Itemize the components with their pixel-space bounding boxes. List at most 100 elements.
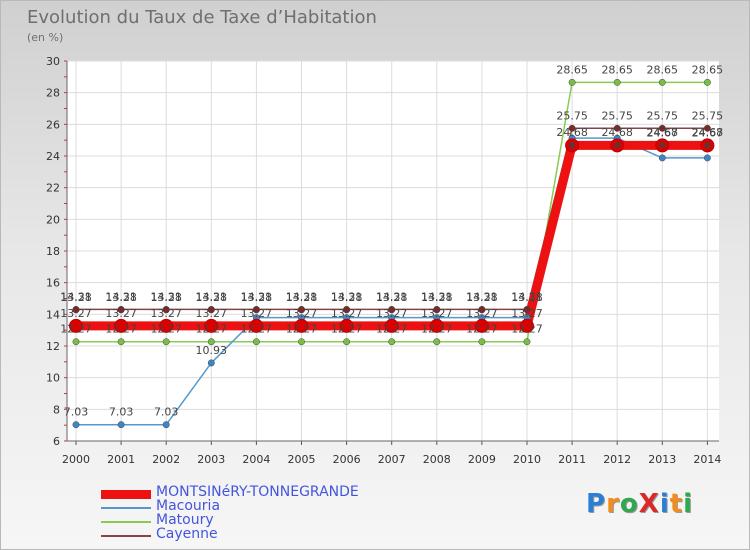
data-point bbox=[207, 338, 215, 346]
data-point bbox=[117, 306, 125, 314]
data-label: 12.27 bbox=[196, 323, 228, 336]
data-label: 13.28 bbox=[196, 291, 228, 304]
legend-item: Matoury bbox=[101, 512, 421, 528]
logo-letter: r bbox=[606, 489, 620, 519]
legend-swatch bbox=[101, 521, 151, 523]
x-tick-label: 2005 bbox=[288, 453, 316, 466]
data-label: 13.28 bbox=[421, 291, 453, 304]
legend-label: Matoury bbox=[156, 512, 214, 528]
data-label: 7.03 bbox=[154, 406, 179, 419]
data-label: 28.65 bbox=[647, 63, 679, 76]
data-point bbox=[658, 78, 666, 86]
data-label: 13.27 bbox=[150, 307, 182, 320]
data-label: 13.28 bbox=[376, 291, 408, 304]
x-tick-label: 2008 bbox=[423, 453, 451, 466]
x-tick-label: 2000 bbox=[62, 453, 90, 466]
data-point bbox=[207, 359, 215, 367]
y-tick-label: 28 bbox=[46, 87, 60, 100]
data-label: 12.27 bbox=[421, 323, 453, 336]
proxiti-logo: ProXiti bbox=[586, 489, 693, 519]
data-point bbox=[568, 124, 576, 132]
legend-label: Cayenne bbox=[156, 526, 218, 542]
legend-item: MONTSINéRY-TONNEGRANDE bbox=[101, 484, 421, 500]
data-point bbox=[613, 141, 621, 149]
data-point bbox=[298, 338, 305, 346]
data-point bbox=[433, 306, 441, 314]
data-point bbox=[298, 306, 305, 314]
y-tick-label: 30 bbox=[46, 55, 60, 68]
x-tick-label: 2006 bbox=[333, 453, 361, 466]
legend-item: Macouria bbox=[101, 498, 421, 514]
data-label: 13.28 bbox=[511, 291, 543, 304]
legend-label: MONTSINéRY-TONNEGRANDE bbox=[156, 484, 359, 500]
x-tick-label: 2003 bbox=[197, 453, 225, 466]
data-point bbox=[249, 318, 264, 333]
data-point bbox=[474, 318, 489, 333]
logo-letter: i bbox=[683, 489, 694, 519]
data-point bbox=[703, 141, 711, 149]
data-point bbox=[343, 306, 351, 314]
x-tick-label: 2012 bbox=[603, 453, 631, 466]
data-point bbox=[343, 338, 351, 346]
data-label: 13.27 bbox=[376, 307, 408, 320]
data-point bbox=[72, 306, 80, 314]
data-label: 24.68 bbox=[601, 126, 633, 139]
data-point bbox=[252, 306, 260, 314]
legend-swatch bbox=[101, 507, 151, 509]
data-point bbox=[117, 421, 125, 429]
y-tick-label: 12 bbox=[46, 340, 60, 353]
logo-letter: o bbox=[619, 489, 639, 519]
data-label: 14.31 bbox=[60, 290, 92, 303]
data-point bbox=[703, 154, 711, 162]
data-point bbox=[523, 338, 531, 346]
data-point bbox=[429, 318, 444, 333]
data-label: 25.75 bbox=[556, 109, 588, 122]
data-label: 24.68 bbox=[556, 126, 588, 139]
data-point bbox=[159, 318, 174, 333]
data-point bbox=[384, 318, 399, 333]
x-tick-label: 2010 bbox=[513, 453, 541, 466]
data-label: 28.65 bbox=[556, 63, 588, 76]
data-label: 14.31 bbox=[466, 290, 498, 303]
y-tick-label: 16 bbox=[46, 277, 60, 290]
data-point bbox=[114, 318, 129, 333]
data-label: 12.27 bbox=[511, 323, 543, 336]
data-label: 13.27 bbox=[196, 307, 228, 320]
x-tick-label: 2004 bbox=[242, 453, 270, 466]
data-point bbox=[658, 154, 666, 162]
data-label: 13.27 bbox=[60, 307, 92, 320]
data-point bbox=[117, 338, 125, 346]
data-label: 25.75 bbox=[647, 109, 679, 122]
data-point bbox=[162, 338, 170, 346]
data-label: 13.27 bbox=[241, 307, 273, 320]
x-tick-label: 2014 bbox=[693, 453, 721, 466]
data-point bbox=[658, 124, 666, 132]
x-tick-label: 2002 bbox=[152, 453, 180, 466]
chart-title: Evolution du Taux de Taxe d’Habitation bbox=[27, 7, 377, 28]
data-point bbox=[568, 141, 576, 149]
data-point bbox=[162, 306, 170, 314]
data-label: 14.31 bbox=[511, 290, 543, 303]
data-label: 12.27 bbox=[331, 323, 363, 336]
data-label: 13.28 bbox=[286, 291, 318, 304]
data-point bbox=[162, 421, 170, 429]
data-label: 14.31 bbox=[421, 290, 453, 303]
data-point bbox=[252, 338, 260, 346]
x-tick-label: 2009 bbox=[468, 453, 496, 466]
legend-label: Macouria bbox=[156, 498, 221, 514]
legend-item: Cayenne bbox=[101, 526, 421, 542]
data-label: 13.28 bbox=[331, 291, 363, 304]
data-label: 14.31 bbox=[150, 290, 182, 303]
data-point bbox=[478, 338, 486, 346]
x-tick-label: 2007 bbox=[378, 453, 406, 466]
logo-letter: P bbox=[586, 489, 607, 519]
data-label: 13.28 bbox=[466, 291, 498, 304]
data-label: 14.31 bbox=[196, 290, 228, 303]
data-label: 14.31 bbox=[376, 290, 408, 303]
y-tick-label: 22 bbox=[46, 182, 60, 195]
data-point bbox=[658, 141, 666, 149]
data-label: 7.03 bbox=[109, 406, 134, 419]
data-label: 28.65 bbox=[692, 63, 724, 76]
data-point bbox=[388, 306, 396, 314]
